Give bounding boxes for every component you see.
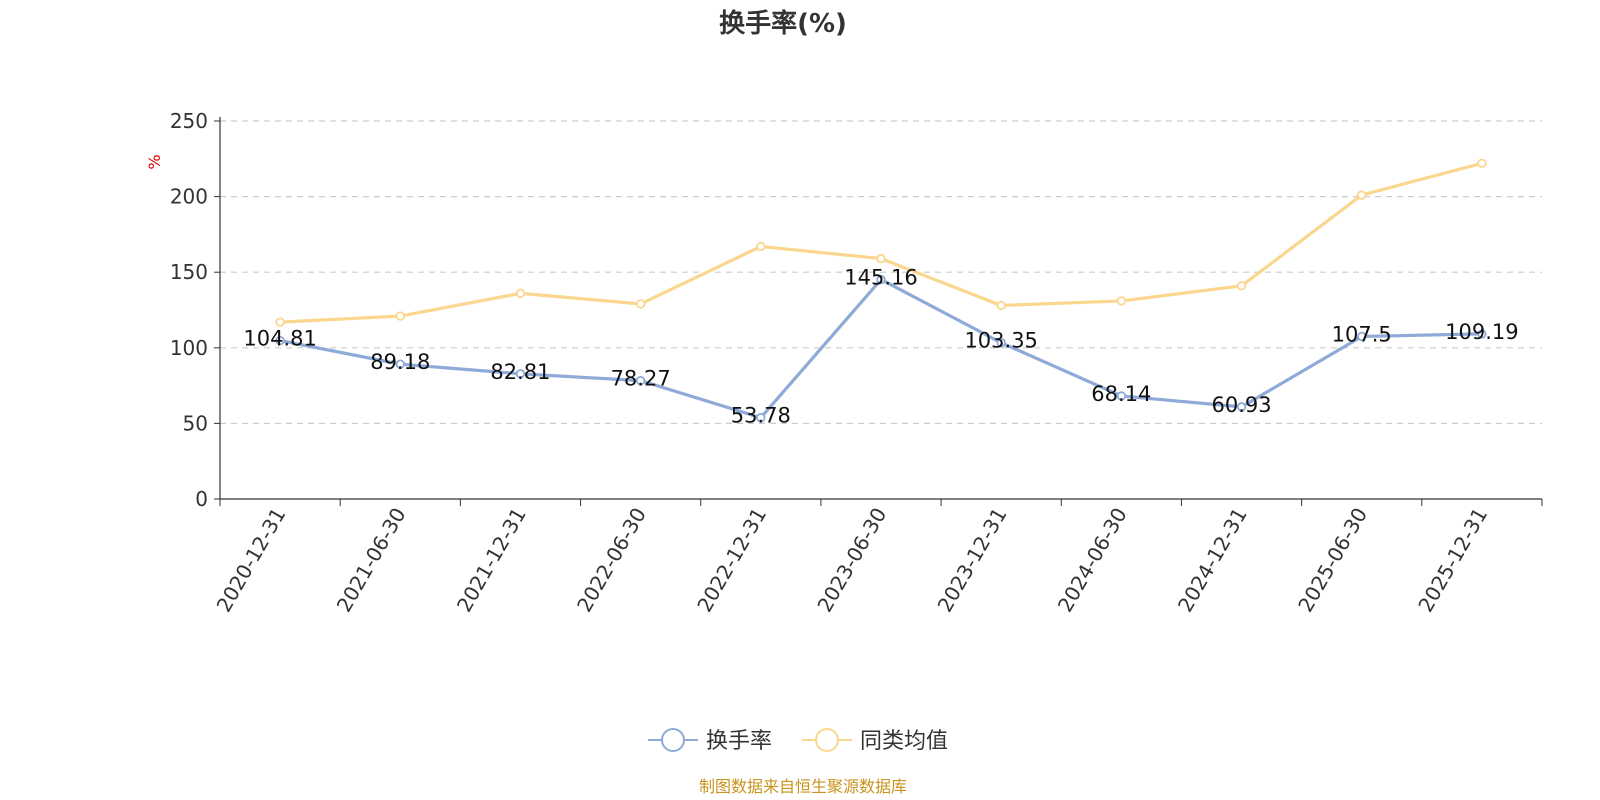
- data-label-2022-12-31: 53.78: [731, 404, 791, 428]
- y-tick-label-50: 50: [183, 411, 208, 435]
- chart-title: 换手率(%): [719, 8, 847, 39]
- series-1-point-2025-12-31: [1477, 158, 1487, 169]
- series-0: [275, 274, 1487, 423]
- data-label-2023-12-31: 103.35: [964, 329, 1037, 353]
- series-1: [275, 158, 1487, 327]
- x-tick-label-2024-06-30: 2024-06-30: [1053, 504, 1132, 617]
- axes: [214, 117, 1543, 506]
- series-line-0: [278, 277, 1484, 420]
- y-axis-unit: %: [145, 154, 164, 169]
- legend-turnover-circle-icon: [661, 728, 685, 752]
- grid-lines: [220, 120, 1542, 424]
- series-0-point-2021-06-30: [395, 359, 405, 369]
- legend-peer-average-label: 同类均值: [860, 729, 948, 754]
- x-tick-label-2023-12-31: 2023-12-31: [933, 504, 1012, 617]
- y-tick-labels: 0 50 100 150 200 250: [170, 109, 208, 511]
- data-label-2024-12-31: 60.93: [1211, 393, 1271, 417]
- legend-turnover-label: 换手率: [706, 729, 772, 754]
- x-tick-label-2021-06-30: 2021-06-30: [332, 503, 411, 616]
- y-tick-label-250: 250: [170, 109, 208, 133]
- series-line-1: [278, 161, 1484, 324]
- y-tick-label-100: 100: [170, 336, 208, 360]
- x-tick-label-2023-06-30: 2023-06-30: [812, 504, 891, 617]
- data-label-2025-06-30: 107.5: [1332, 322, 1392, 346]
- series-1-point-2021-06-30: [395, 311, 405, 321]
- x-tick-labels: 2020-12-31 2021-06-30 2021-12-31 2022-06-30…: [212, 503, 1493, 616]
- series-1-point-2023-06-30: [876, 253, 886, 264]
- data-label-2024-06-30: 68.14: [1091, 382, 1151, 406]
- series-0-point-2025-12-31: [1477, 329, 1487, 339]
- series-0-point-2024-06-30: [1116, 391, 1127, 401]
- series-0-point-2021-12-31: [515, 369, 526, 379]
- series-0-point-2024-12-31: [1236, 402, 1247, 412]
- series-0-point-2025-06-30: [1357, 331, 1367, 342]
- data-source-note: 制图数据来自恒生聚源数据库: [699, 777, 907, 796]
- legend-peer-average-circle-icon: [815, 728, 839, 752]
- series-0-point-2022-06-30: [635, 375, 646, 386]
- x-tick-label-2020-12-31: 2020-12-31: [212, 504, 291, 617]
- x-tick-label-2022-12-31: 2022-12-31: [692, 504, 771, 617]
- series-0-point-2020-12-31: [275, 335, 285, 346]
- y-tick-label-200: 200: [170, 185, 208, 209]
- series-1-point-2021-12-31: [515, 288, 526, 299]
- series-lines: [275, 158, 1487, 423]
- data-label-2021-06-30: 89.18: [370, 350, 430, 374]
- x-tick-label-2025-12-31: 2025-12-31: [1413, 504, 1492, 617]
- y-tick-label-150: 150: [170, 260, 208, 284]
- data-label-2022-06-30: 78.27: [611, 367, 671, 391]
- series-1-point-2024-12-31: [1236, 281, 1247, 291]
- y-tick-label-0: 0: [195, 487, 208, 511]
- series-1-point-2024-06-30: [1116, 296, 1127, 306]
- series-1-point-2022-06-30: [635, 299, 646, 309]
- series-0-point-2023-06-30: [876, 274, 886, 285]
- x-tick-label-2022-06-30: 2022-06-30: [572, 504, 651, 617]
- series-1-point-2023-12-31: [996, 300, 1006, 311]
- series-1-point-2020-12-31: [275, 317, 285, 327]
- series-1-point-2025-06-30: [1357, 190, 1367, 200]
- data-label-2025-12-31: 109.19: [1445, 320, 1518, 344]
- legend-item-turnover[interactable]: 换手率: [648, 728, 772, 754]
- series-0-point-2023-12-31: [996, 338, 1006, 348]
- data-label-2020-12-31: 104.81: [243, 327, 316, 351]
- data-labels: 104.81 89.18 82.81 78.27 53.78 145.16 103.35 68…: [243, 266, 1518, 428]
- x-tick-label-2024-12-31: 2024-12-31: [1173, 504, 1252, 617]
- x-tick-label-2025-06-30: 2025-06-30: [1293, 504, 1372, 617]
- legend-item-peer-average[interactable]: 同类均值: [802, 728, 948, 754]
- data-label-2021-12-31: 82.81: [490, 360, 550, 384]
- series-1-point-2022-12-31: [756, 241, 766, 252]
- series-0-point-2022-12-31: [756, 412, 766, 423]
- x-tick-label-2021-12-31: 2021-12-31: [452, 504, 531, 617]
- data-label-2023-06-30: 145.16: [844, 266, 917, 290]
- legend: 换手率 同类均值: [648, 728, 948, 754]
